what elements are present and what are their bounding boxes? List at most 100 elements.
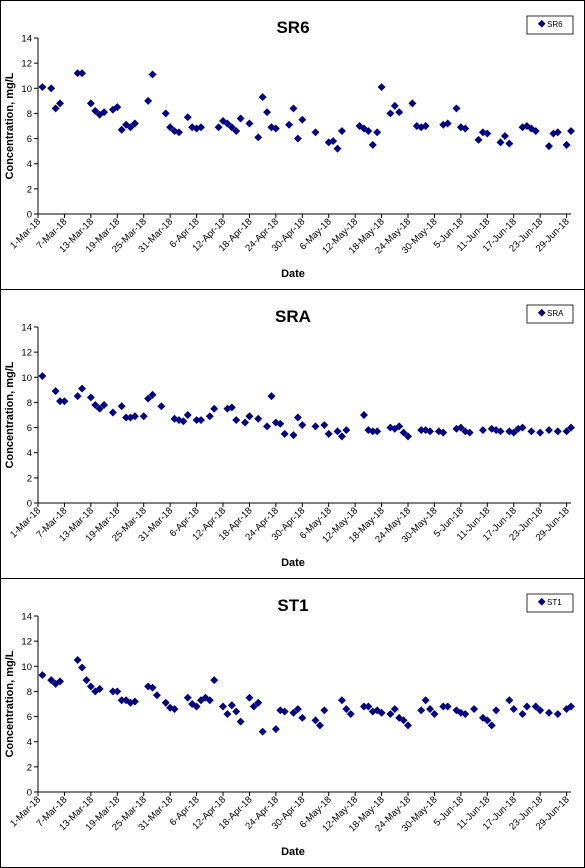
data-point xyxy=(197,416,205,424)
data-point xyxy=(285,120,294,129)
data-point xyxy=(373,427,382,436)
data-point xyxy=(219,702,227,711)
data-point xyxy=(567,127,575,135)
data-point xyxy=(399,428,408,437)
data-point xyxy=(545,708,553,717)
data-point xyxy=(545,142,553,151)
data-point xyxy=(179,417,188,426)
data-point xyxy=(293,705,302,713)
data-point xyxy=(236,114,245,123)
y-tick-label: 6 xyxy=(27,134,32,145)
data-point xyxy=(60,397,69,406)
data-point xyxy=(205,412,214,421)
data-point xyxy=(298,115,307,124)
data-point xyxy=(245,119,254,128)
data-point xyxy=(78,69,87,78)
data-point xyxy=(183,113,192,122)
data-point xyxy=(78,663,87,672)
data-point xyxy=(183,411,192,419)
y-tick-label: 6 xyxy=(27,712,32,723)
chart-panel-st1: ST1 ST1 0 2 4 6 8 10 12 14 1-Mar-18 7-Mar-18 13-Mar-… xyxy=(0,578,585,868)
data-point xyxy=(95,684,104,693)
data-point xyxy=(293,134,302,143)
data-point xyxy=(553,427,562,436)
data-point xyxy=(337,432,346,441)
data-point xyxy=(483,129,492,138)
legend-box xyxy=(526,304,574,324)
y-tick-label: 14 xyxy=(21,323,32,334)
data-point xyxy=(439,702,448,711)
data-point xyxy=(487,721,496,730)
y-tick-label: 0 xyxy=(27,499,32,510)
data-point xyxy=(505,696,514,705)
y-tick-label: 8 xyxy=(27,687,32,698)
legend-box xyxy=(526,593,574,613)
data-point xyxy=(174,128,183,137)
data-point xyxy=(232,127,241,135)
data-point xyxy=(311,716,320,725)
data-point xyxy=(152,691,161,700)
chart-sra-title: SRA xyxy=(275,307,311,326)
legend-marker xyxy=(537,597,546,606)
data-point xyxy=(536,706,545,715)
data-point xyxy=(368,140,377,149)
y-tick-label: 14 xyxy=(21,34,32,45)
data-point xyxy=(404,721,412,730)
data-point xyxy=(232,707,241,716)
data-point xyxy=(113,687,122,696)
data-point xyxy=(86,682,95,691)
data-point xyxy=(258,93,267,102)
data-point xyxy=(426,427,435,436)
data-point xyxy=(245,693,254,702)
data-point xyxy=(293,413,302,422)
data-point xyxy=(315,721,324,730)
data-point xyxy=(166,123,175,132)
chart-st1-series xyxy=(38,656,575,736)
data-point xyxy=(368,427,377,436)
data-point xyxy=(86,99,95,108)
data-point xyxy=(214,123,223,132)
data-point xyxy=(426,705,435,713)
legend-label: ST1 xyxy=(547,598,562,607)
y-tick-label: 6 xyxy=(27,423,32,434)
data-point xyxy=(100,108,109,117)
data-point xyxy=(421,696,430,705)
data-point xyxy=(500,132,509,141)
chart-st1-x-axis-title: Date xyxy=(281,846,305,858)
data-point xyxy=(148,70,157,79)
y-tick-label: 14 xyxy=(21,612,32,623)
data-point xyxy=(509,705,518,713)
legend-label: SRA xyxy=(547,309,564,318)
y-tick-label: 4 xyxy=(27,737,32,748)
y-tick-label: 12 xyxy=(21,59,32,70)
data-point xyxy=(417,706,426,715)
data-point xyxy=(148,390,157,399)
data-point xyxy=(408,99,417,108)
data-point xyxy=(144,394,153,403)
data-point xyxy=(263,108,272,117)
data-point xyxy=(452,104,461,113)
data-point xyxy=(223,710,232,719)
data-point xyxy=(276,419,285,428)
data-point xyxy=(73,69,82,78)
y-tick-label: 0 xyxy=(27,788,32,799)
data-point xyxy=(443,702,452,711)
data-point xyxy=(439,428,448,437)
data-point xyxy=(496,427,505,436)
chart-panel-sr6: SR6 SR6 0 2 4 6 8 10 12 14 1-Mar-18 7-Mar-18 13-Mar-… xyxy=(0,0,585,290)
legend-box xyxy=(526,15,574,35)
chart-sra-series xyxy=(38,372,575,441)
data-point xyxy=(157,402,166,411)
data-point xyxy=(47,84,56,93)
data-point xyxy=(78,384,87,393)
chart-svg-st1: ST1 ST1024681012141-Mar-187-Mar-1813-Mar-… xyxy=(4,593,575,858)
data-point xyxy=(122,413,131,422)
data-point xyxy=(130,412,139,421)
data-point xyxy=(333,144,342,153)
data-point xyxy=(280,707,289,716)
data-point xyxy=(553,710,562,719)
chart-sra-y-axis-title: Concentration, mg/L xyxy=(4,361,16,468)
data-point xyxy=(254,414,263,423)
y-tick-label: 4 xyxy=(27,159,32,170)
data-point xyxy=(38,83,47,91)
